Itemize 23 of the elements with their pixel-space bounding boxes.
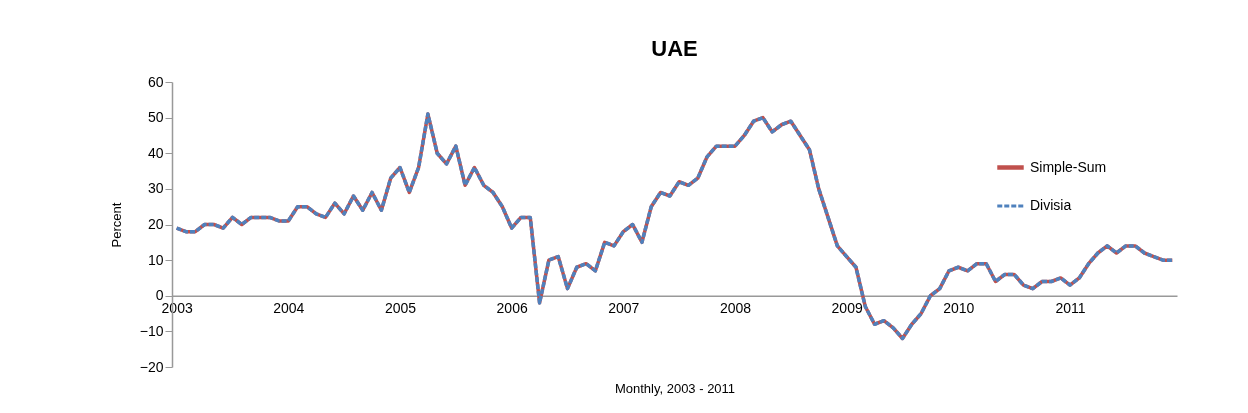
x-tick-label: 2009 bbox=[831, 300, 863, 317]
x-tick-label: 2011 bbox=[1055, 300, 1086, 317]
x-tick-label: 2003 bbox=[161, 300, 193, 317]
y-tick-label: −10 bbox=[139, 322, 164, 339]
x-tick-label: 2007 bbox=[608, 300, 640, 317]
x-axis-title: Monthly, 2003 - 2011 bbox=[614, 380, 736, 396]
y-tick-label: 30 bbox=[147, 180, 164, 197]
y-tick-label: 40 bbox=[147, 144, 164, 161]
y-tick-label: 20 bbox=[147, 216, 164, 232]
x-tick-label: 2005 bbox=[384, 300, 417, 317]
y-tick-label: 60 bbox=[147, 73, 164, 90]
legend-label: Divisia bbox=[1030, 197, 1072, 213]
y-tick-label: 10 bbox=[147, 251, 164, 268]
x-tick-label: 2008 bbox=[719, 300, 752, 317]
legend-label: Simple-Sum bbox=[1030, 158, 1107, 175]
y-axis-title: Percent bbox=[108, 202, 124, 248]
x-tick-label: 2006 bbox=[496, 300, 528, 317]
chart-title: UAE bbox=[651, 36, 698, 61]
y-tick-label: 0 bbox=[155, 287, 164, 304]
y-tick-label: 50 bbox=[147, 109, 164, 126]
x-tick-label: 2010 bbox=[943, 300, 975, 317]
x-tick-label: 2004 bbox=[273, 300, 305, 317]
y-tick-label: −20 bbox=[139, 358, 164, 375]
